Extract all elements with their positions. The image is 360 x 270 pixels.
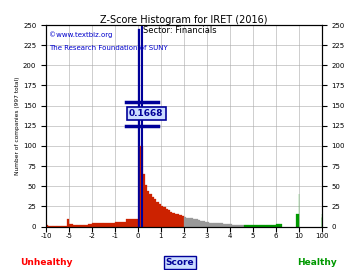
Bar xyxy=(103,223,115,227)
Text: Healthy: Healthy xyxy=(297,258,337,267)
Bar xyxy=(296,214,299,227)
Bar xyxy=(168,210,170,227)
Text: 0.1668: 0.1668 xyxy=(129,109,163,118)
Bar xyxy=(159,204,161,227)
Bar xyxy=(204,222,207,227)
Bar xyxy=(246,225,248,227)
Bar xyxy=(145,185,147,227)
Bar xyxy=(230,224,232,227)
Bar xyxy=(260,225,262,227)
Bar xyxy=(216,223,219,227)
Bar xyxy=(209,222,211,227)
Bar xyxy=(149,194,152,227)
Bar xyxy=(181,216,184,227)
Bar xyxy=(234,225,237,227)
Bar xyxy=(53,226,58,227)
Bar xyxy=(163,207,166,227)
Bar xyxy=(262,225,264,227)
Bar xyxy=(92,223,103,227)
Bar xyxy=(172,213,175,227)
Text: Score: Score xyxy=(166,258,194,267)
Bar xyxy=(248,225,251,227)
Bar xyxy=(255,225,257,227)
Bar xyxy=(143,174,145,227)
Bar xyxy=(276,224,279,227)
Bar xyxy=(81,225,84,227)
Bar xyxy=(279,224,282,227)
Bar xyxy=(154,199,156,227)
Bar xyxy=(211,222,214,227)
Bar xyxy=(69,224,73,227)
Bar xyxy=(152,197,154,227)
Bar xyxy=(232,225,234,227)
Bar xyxy=(48,226,53,227)
Text: The Research Foundation of SUNY: The Research Foundation of SUNY xyxy=(49,45,167,51)
Text: Unhealthy: Unhealthy xyxy=(21,258,73,267)
Bar xyxy=(244,225,246,227)
Bar xyxy=(202,221,204,227)
Title: Z-Score Histogram for IRET (2016): Z-Score Histogram for IRET (2016) xyxy=(100,15,267,25)
Bar xyxy=(198,220,200,227)
Bar xyxy=(264,225,267,227)
Bar xyxy=(115,222,126,227)
Bar xyxy=(175,214,177,227)
Bar xyxy=(58,226,62,227)
Bar xyxy=(214,222,216,227)
Bar xyxy=(219,223,221,227)
Bar xyxy=(126,219,138,227)
Bar xyxy=(221,223,223,227)
Y-axis label: Number of companies (997 total): Number of companies (997 total) xyxy=(15,76,20,175)
Bar xyxy=(267,225,269,227)
Bar xyxy=(184,217,186,227)
Text: Sector: Financials: Sector: Financials xyxy=(143,26,217,35)
Bar xyxy=(271,225,274,227)
Bar xyxy=(191,218,193,227)
Bar xyxy=(225,224,228,227)
Bar xyxy=(44,225,48,227)
Bar xyxy=(156,202,159,227)
Bar xyxy=(88,224,92,227)
Bar xyxy=(257,225,260,227)
Bar xyxy=(166,209,168,227)
Bar xyxy=(251,225,253,227)
Bar xyxy=(84,225,88,227)
Bar xyxy=(140,146,143,227)
Bar xyxy=(67,219,69,227)
Bar xyxy=(200,221,202,227)
Bar xyxy=(62,226,67,227)
Bar xyxy=(147,191,149,227)
Bar xyxy=(223,224,225,227)
Bar xyxy=(207,222,209,227)
Bar xyxy=(195,219,198,227)
Bar xyxy=(241,225,244,227)
Bar xyxy=(77,225,81,227)
Bar xyxy=(138,29,140,227)
Bar xyxy=(237,225,239,227)
Bar xyxy=(177,214,179,227)
Bar xyxy=(189,218,191,227)
Bar xyxy=(253,225,255,227)
Text: ©www.textbiz.org: ©www.textbiz.org xyxy=(49,31,112,38)
Bar xyxy=(239,225,241,227)
Bar xyxy=(193,219,195,227)
Bar xyxy=(161,205,163,227)
Bar xyxy=(179,215,181,227)
Bar xyxy=(274,225,276,227)
Bar xyxy=(170,212,172,227)
Bar xyxy=(228,224,230,227)
Bar xyxy=(186,218,189,227)
Bar xyxy=(269,225,271,227)
Bar xyxy=(73,225,77,227)
